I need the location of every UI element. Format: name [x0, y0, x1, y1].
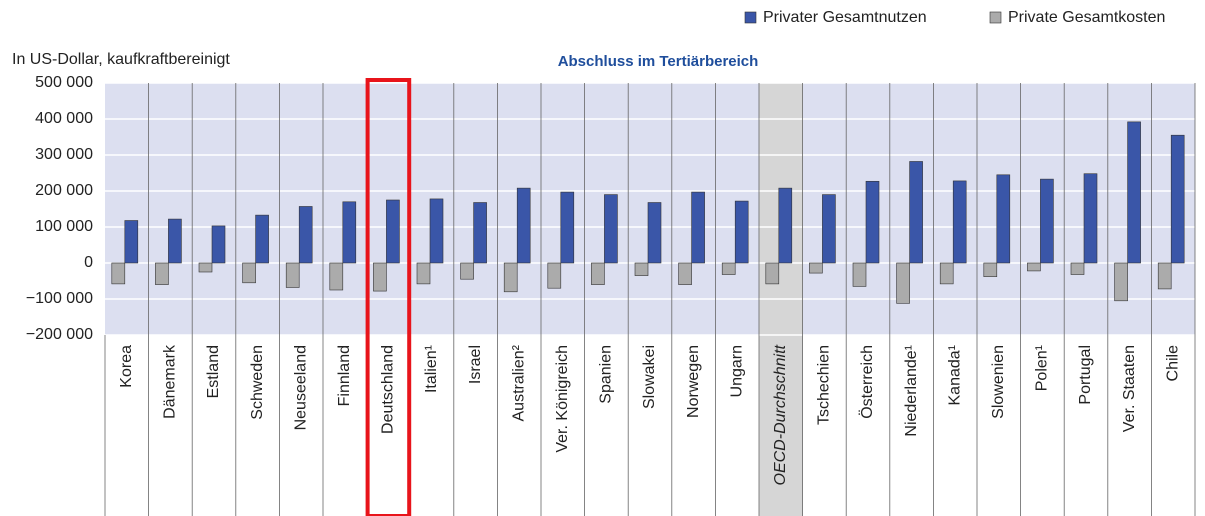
- bar: [983, 262, 998, 277]
- x-tick-label: Österreich: [858, 345, 876, 419]
- x-tick-label: Estland: [205, 345, 222, 398]
- y-axis-label: In US-Dollar, kaufkraftbereinigt: [12, 51, 230, 68]
- bar: [778, 187, 793, 264]
- bar: [865, 180, 880, 264]
- bar: [560, 191, 575, 264]
- x-tick-label: Slowenien: [990, 345, 1007, 419]
- bar: [373, 262, 387, 292]
- y-tick-label: −100 000: [26, 290, 93, 307]
- bar: [386, 199, 400, 264]
- x-tick-label: Slowakei: [641, 345, 658, 409]
- legend-swatch: [744, 11, 757, 24]
- bar: [996, 174, 1011, 264]
- bar: [809, 262, 823, 274]
- bar: [155, 262, 169, 285]
- y-tick-label: 200 000: [35, 182, 93, 199]
- legend-label: Private Gesamtkosten: [1008, 9, 1165, 26]
- bar: [1027, 262, 1041, 272]
- bar: [909, 161, 923, 264]
- y-tick-label: 400 000: [35, 110, 93, 127]
- x-tick-label: Australien²: [510, 344, 527, 421]
- bar: [939, 262, 954, 285]
- chart-title: Abschluss im Tertiärbereich: [558, 53, 759, 70]
- legend-swatch: [989, 11, 1002, 24]
- x-tick-label: OECD-Durchschnitt: [772, 344, 789, 485]
- y-tick-label: 300 000: [35, 146, 93, 163]
- x-tick-label: Israel: [467, 345, 484, 384]
- bar: [1040, 178, 1054, 264]
- bar: [1070, 262, 1085, 275]
- bar: [255, 214, 269, 264]
- y-tick-label: 100 000: [35, 218, 93, 235]
- x-tick-label: Chile: [1164, 345, 1181, 382]
- bar: [460, 262, 474, 280]
- x-tick-label: Korea: [118, 345, 135, 388]
- bar: [822, 194, 836, 264]
- bar: [516, 187, 531, 264]
- x-tick-label: Italien¹: [423, 345, 440, 393]
- bar: [168, 218, 182, 264]
- bar: [734, 200, 749, 264]
- bar: [1127, 121, 1141, 264]
- bar: [647, 202, 662, 264]
- y-tick-label: 500 000: [35, 74, 93, 91]
- bar: [342, 201, 357, 264]
- x-tick-label: Portugal: [1077, 345, 1094, 405]
- bar: [1114, 262, 1128, 302]
- bar: [242, 262, 256, 284]
- x-tick-label: Tschechien: [816, 345, 833, 425]
- bar: [547, 262, 562, 289]
- x-tick-label: Schweden: [249, 345, 266, 420]
- bar: [852, 262, 867, 287]
- bar: [604, 194, 618, 264]
- bar: [678, 262, 692, 285]
- x-tick-label: Ver. Staaten: [1121, 345, 1138, 432]
- x-tick-label: Finnland: [336, 345, 353, 406]
- bar: [765, 262, 780, 285]
- bar: [1157, 262, 1172, 290]
- bar: [198, 262, 213, 273]
- bar: [211, 225, 226, 264]
- legend-label: Privater Gesamtnutzen: [763, 9, 927, 26]
- bar: [952, 180, 967, 264]
- highlight-frame: [365, 78, 412, 516]
- bar: [896, 262, 910, 304]
- bar: [124, 220, 139, 264]
- bar: [591, 262, 605, 285]
- bar: [473, 202, 487, 264]
- bar: [285, 262, 300, 288]
- bar: [634, 262, 649, 276]
- bar: [298, 206, 313, 264]
- x-tick-label: Polen¹: [1034, 345, 1051, 391]
- x-tick-label: Ver. Königreich: [554, 345, 571, 453]
- bar: [503, 262, 518, 293]
- bar: [429, 198, 444, 264]
- bar: [691, 191, 705, 264]
- y-tick-label: −200 000: [26, 326, 93, 343]
- x-tick-label: Spanien: [598, 345, 615, 404]
- x-tick-label: Norwegen: [685, 345, 702, 418]
- x-tick-label: Ungarn: [728, 345, 745, 397]
- y-tick-label: 0: [84, 254, 93, 271]
- bar: [721, 262, 736, 275]
- bar: [416, 262, 431, 285]
- x-tick-label: Deutschland: [380, 345, 397, 434]
- x-tick-label: Dänemark: [162, 344, 179, 419]
- x-tick-label: Neuseeland: [292, 345, 309, 430]
- bar: [1083, 173, 1098, 264]
- x-tick-label: Kanada¹: [946, 345, 963, 406]
- x-tick-label: Niederlande¹: [903, 345, 920, 437]
- bar: [329, 262, 344, 291]
- bar: [111, 262, 126, 285]
- bar: [1170, 134, 1185, 264]
